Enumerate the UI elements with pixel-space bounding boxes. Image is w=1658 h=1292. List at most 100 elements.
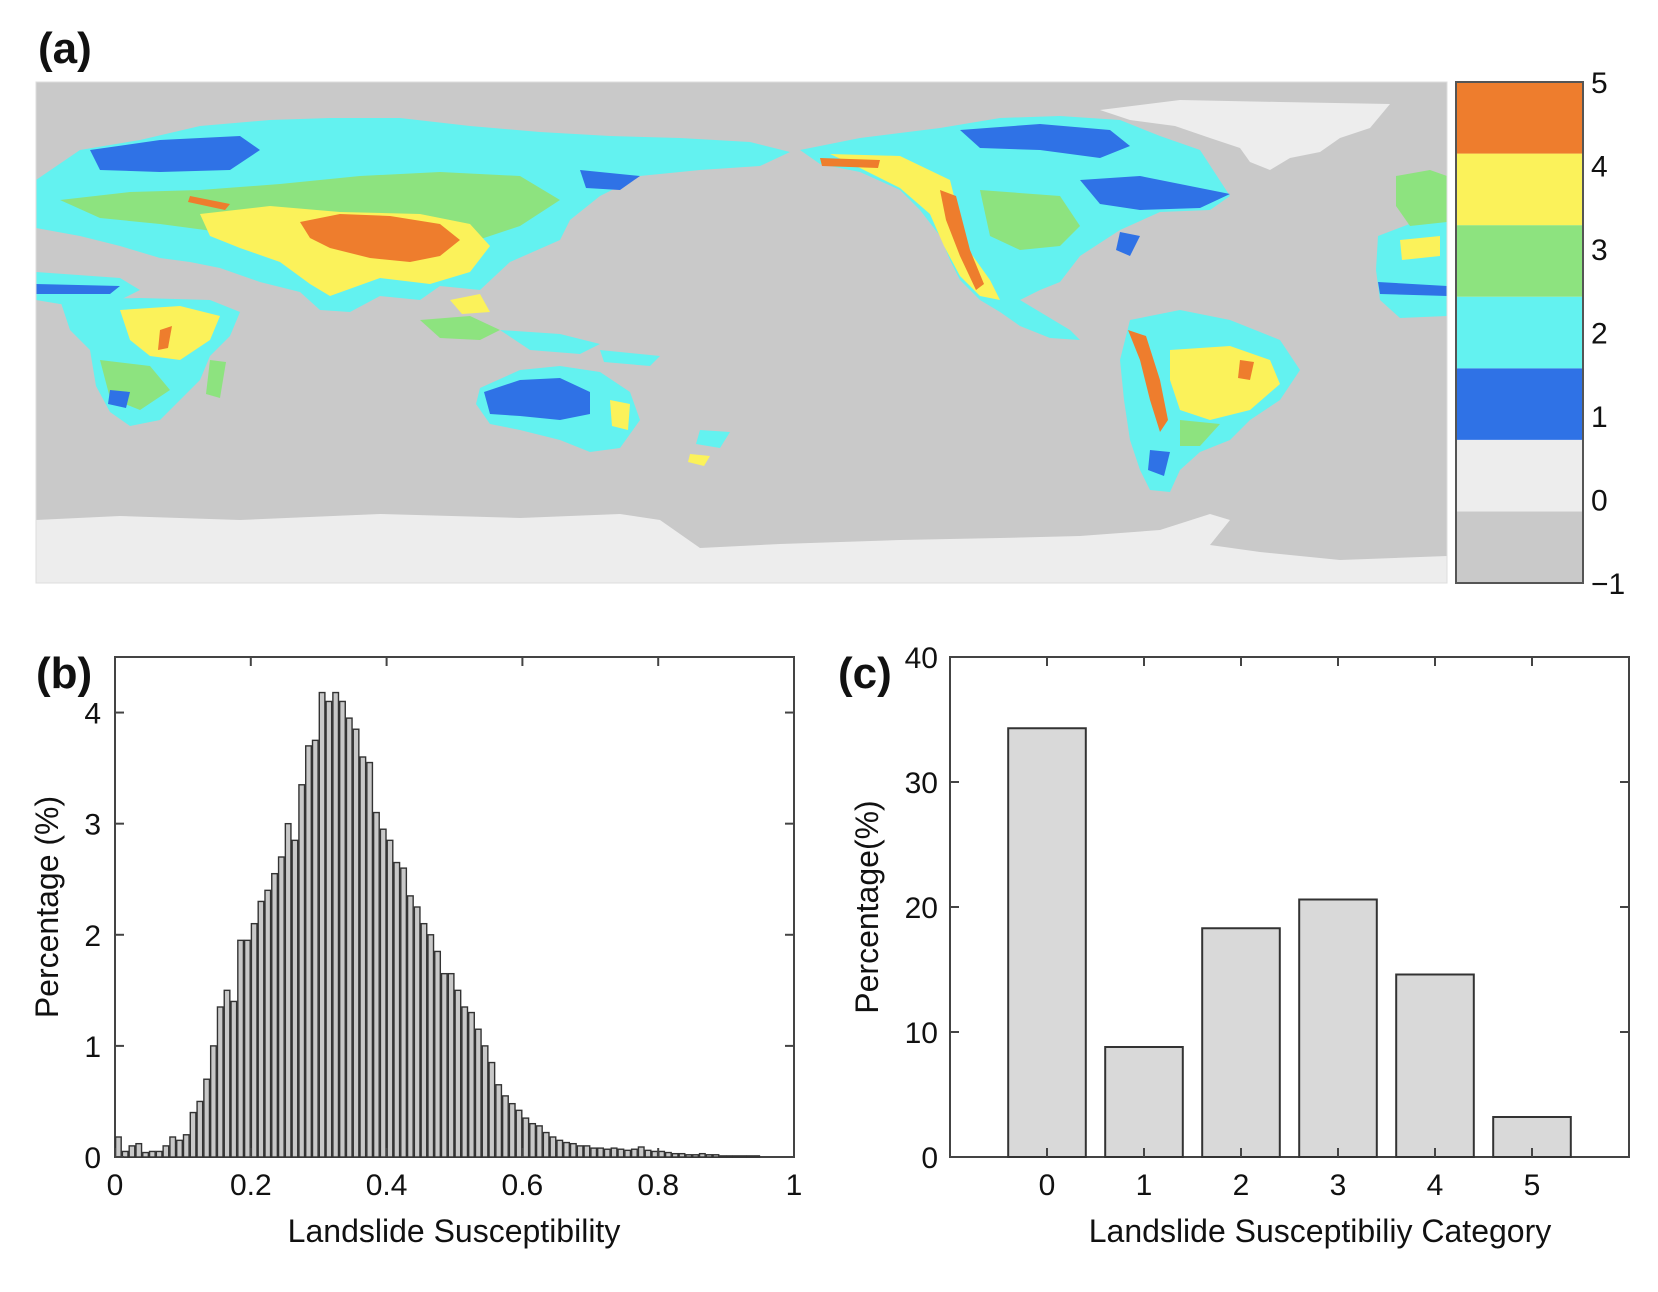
histogram-bar <box>630 1148 638 1158</box>
histogram-bar <box>583 1145 591 1158</box>
histogram-bar <box>658 1150 666 1158</box>
histogram-bar <box>162 1145 170 1158</box>
histogram-bar <box>454 989 462 1158</box>
colorbar-tick-label: 2 <box>1591 318 1608 351</box>
chart-b-xtick-label: 0.2 <box>230 1169 272 1202</box>
category-bar <box>1298 898 1378 1158</box>
histogram-bar <box>563 1141 571 1158</box>
histogram-bar <box>542 1131 550 1158</box>
chart-b-ytick-label: 1 <box>84 1031 101 1064</box>
map-eurasia <box>36 118 790 312</box>
category-bar <box>1104 1046 1184 1158</box>
histogram-bar <box>298 784 306 1158</box>
histogram-bar <box>671 1152 679 1158</box>
colorbar-tick-label: 4 <box>1591 151 1608 184</box>
colorbar-tick-label: 1 <box>1591 401 1608 434</box>
histogram-bar <box>501 1095 509 1158</box>
histogram-bar <box>203 1078 211 1158</box>
chart-b-ytick-label: 0 <box>84 1142 101 1175</box>
histogram-bar <box>223 989 231 1158</box>
histogram-bar <box>243 939 251 1158</box>
panel-b-label: (b) <box>36 649 92 698</box>
histogram-bar <box>182 1134 190 1158</box>
panel-c: (c) 0 1 2 3 4 5 0 10 20 30 40 Landslide Susceptibi… <box>838 642 1630 1249</box>
colorbar-band <box>1456 153 1583 226</box>
chart-b-xtick-label: 1 <box>786 1169 803 1202</box>
histogram-bar <box>311 739 319 1158</box>
histogram-bar <box>264 889 272 1158</box>
histogram-bar <box>617 1148 625 1158</box>
histogram-bar <box>386 839 394 1158</box>
histogram-bar <box>515 1109 523 1158</box>
map-greenland <box>1100 100 1390 170</box>
histogram-bar <box>359 756 367 1158</box>
histogram-bar <box>406 895 414 1158</box>
histogram-bar <box>237 939 245 1158</box>
panel-b: (b) 0 0.2 0.4 0.6 0.8 1 0 1 2 3 4 Landslide Suscep… <box>29 649 802 1249</box>
chart-c-ytick-label: 20 <box>905 892 938 925</box>
histogram-bar <box>590 1147 598 1158</box>
histogram-bar <box>596 1147 604 1158</box>
histogram-bar <box>522 1117 530 1158</box>
histogram-bar <box>447 972 455 1158</box>
colorbar-tick-label: 3 <box>1591 234 1608 267</box>
chart-c-xtick-label: 1 <box>1136 1169 1153 1202</box>
map-se-asia <box>420 294 660 366</box>
histogram-bar <box>413 906 421 1158</box>
histogram-bar <box>427 934 435 1158</box>
chart-c-ytick-label: 0 <box>921 1142 938 1175</box>
histogram-bar <box>481 1045 489 1158</box>
histogram-bar <box>420 922 428 1158</box>
chart-c-ticks: 0 1 2 3 4 5 0 10 20 30 40 <box>905 642 1629 1202</box>
chart-b-ylabel: Percentage (%) <box>29 796 65 1018</box>
chart-c-ytick-label: 30 <box>905 767 938 800</box>
histogram-bar <box>692 1154 700 1158</box>
histogram-bar <box>556 1139 564 1158</box>
histogram-bar <box>434 950 442 1158</box>
histogram-bar <box>644 1149 652 1158</box>
histogram-bar <box>176 1139 184 1158</box>
chart-c-xtick-label: 2 <box>1233 1169 1250 1202</box>
histogram-bar <box>712 1154 720 1158</box>
histogram-bar <box>209 1045 217 1158</box>
histogram-bar <box>705 1154 713 1158</box>
histogram-bar <box>508 1102 516 1158</box>
histogram-bar <box>345 717 353 1158</box>
histogram-bar <box>467 1011 475 1158</box>
panel-a: (a) <box>35 24 1625 601</box>
histogram-bar <box>277 856 285 1158</box>
histogram-bar <box>338 700 346 1158</box>
chart-c-ytick-label: 40 <box>905 642 938 675</box>
histogram-bar <box>732 1155 740 1158</box>
chart-b-ytick-label: 2 <box>84 920 101 953</box>
histogram-bar <box>488 1061 496 1158</box>
histogram-bar <box>366 761 374 1158</box>
histogram-bar <box>739 1155 747 1158</box>
map-europe-wrap <box>1376 170 1447 318</box>
colorbar-tick-label: 5 <box>1591 67 1608 100</box>
histogram-bar <box>372 811 380 1158</box>
chart-b-bars <box>114 691 761 1158</box>
histogram-bar <box>664 1151 672 1158</box>
histogram-bar <box>332 691 340 1158</box>
chart-b-ytick-label: 4 <box>84 698 101 731</box>
panel-c-label: (c) <box>838 649 892 698</box>
histogram-bar <box>291 839 299 1158</box>
histogram-bar <box>569 1142 577 1158</box>
map-frame <box>35 81 1448 584</box>
colorbar-band <box>1456 368 1583 440</box>
histogram-bar <box>379 828 387 1158</box>
histogram-bar <box>678 1152 686 1158</box>
chart-c-xtick-label: 4 <box>1427 1169 1444 1202</box>
histogram-bar <box>121 1150 129 1158</box>
histogram-bar <box>271 872 279 1158</box>
susceptibility-map <box>36 82 1447 583</box>
histogram-bar <box>400 867 408 1158</box>
histogram-bar <box>746 1155 754 1158</box>
histogram-bar <box>155 1150 163 1158</box>
histogram-bar <box>393 861 401 1158</box>
map-south-america <box>1120 310 1300 492</box>
histogram-bar <box>753 1155 761 1158</box>
category-bar <box>1395 973 1475 1158</box>
histogram-bar <box>624 1149 632 1158</box>
